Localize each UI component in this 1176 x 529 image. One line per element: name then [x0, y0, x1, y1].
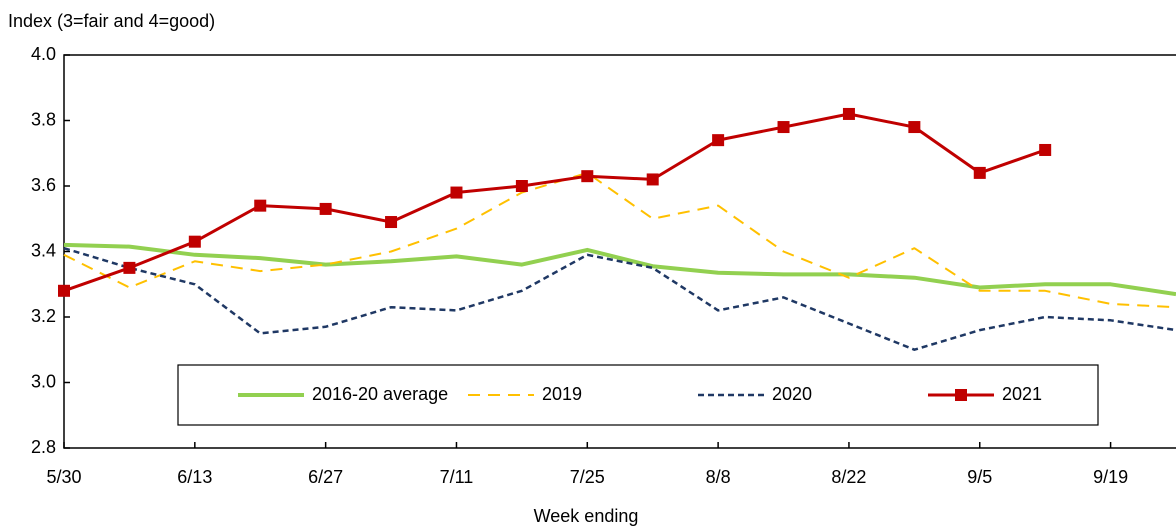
- x-tick-label: 8/8: [706, 467, 731, 487]
- y-tick-label: 3.6: [31, 175, 56, 195]
- series-marker: [188, 235, 201, 248]
- legend-label: 2019: [542, 384, 582, 404]
- series-marker: [385, 216, 398, 229]
- series-marker: [515, 180, 528, 192]
- series-marker: [319, 202, 332, 215]
- x-tick-label: 6/13: [177, 467, 212, 487]
- x-axis-title: Week ending: [534, 506, 639, 526]
- legend-label: 2021: [1002, 384, 1042, 404]
- x-tick-label: 6/27: [308, 467, 343, 487]
- y-axis-title: Index (3=fair and 4=good): [8, 11, 215, 31]
- series-marker: [777, 121, 790, 134]
- series-marker: [973, 166, 986, 179]
- y-tick-label: 4.0: [31, 44, 56, 64]
- series-line: [63, 112, 1046, 293]
- series-marker: [712, 134, 725, 147]
- x-tick-label: 9/5: [967, 467, 992, 487]
- x-tick-label: 7/11: [440, 467, 474, 487]
- series-marker: [254, 199, 267, 212]
- series-line: [63, 242, 1176, 297]
- series-marker: [450, 186, 463, 199]
- legend-marker: [955, 389, 967, 401]
- y-tick-label: 3.2: [31, 306, 56, 326]
- legend-label: 2020: [772, 384, 812, 404]
- series-marker: [123, 261, 136, 274]
- series-marker: [1039, 143, 1052, 156]
- series-marker: [908, 121, 921, 134]
- series-line: [63, 247, 1176, 351]
- x-tick-label: 8/22: [831, 467, 866, 487]
- x-tick-label: 5/30: [46, 467, 81, 487]
- y-tick-label: 3.4: [31, 240, 56, 260]
- x-tick-label: 9/19: [1093, 467, 1128, 487]
- series-marker: [58, 284, 70, 297]
- series-marker: [581, 170, 594, 183]
- y-tick-label: 3.8: [31, 109, 56, 129]
- y-tick-label: 2.8: [31, 437, 56, 457]
- series-marker: [646, 173, 659, 186]
- legend-label: 2016-20 average: [312, 384, 448, 404]
- x-tick-label: 7/25: [570, 467, 605, 487]
- series-marker: [842, 107, 855, 120]
- y-tick-label: 3.0: [31, 371, 56, 391]
